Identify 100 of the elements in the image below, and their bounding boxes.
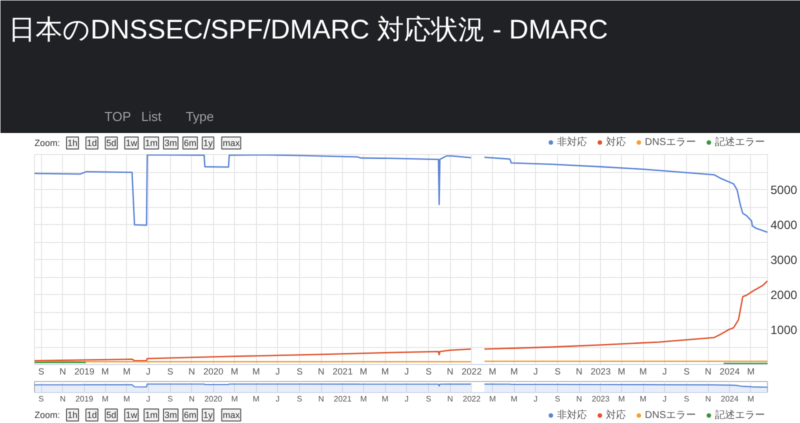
x-tick-label: M (231, 394, 238, 404)
text: 5d (106, 410, 116, 420)
legend-label: DNSエラー (644, 409, 696, 422)
x-tick-label: S (296, 394, 302, 404)
x-tick-label: M (748, 394, 755, 404)
x-tick-label: M (122, 366, 130, 376)
text: 1w (126, 138, 138, 148)
text: 1y (203, 410, 214, 420)
text: 日本のDNSSEC/SPF/DMARC 対応状況 - DMARC (8, 14, 608, 44)
text: 6m (184, 410, 196, 420)
x-tick-label: M (489, 394, 496, 404)
x-tick-label: M (101, 366, 109, 376)
x-tick-label: S (426, 366, 432, 376)
x-tick-label: M (360, 366, 368, 376)
x-tick-label: J (275, 366, 280, 376)
x-tick-label: S (554, 394, 560, 404)
x-tick-label: J (534, 394, 538, 404)
x-tick-label: S (554, 366, 561, 376)
x-tick-label: S (684, 366, 690, 376)
x-tick-label: M (230, 366, 238, 376)
x-tick-label: S (296, 366, 303, 376)
text: Type (186, 109, 214, 124)
x-tick-label: J (662, 366, 667, 376)
legend-label: 対応 (606, 136, 626, 149)
x-tick-label: S (168, 394, 173, 404)
x-tick-label: N (576, 394, 582, 404)
x-tick-label: 2024 (720, 394, 740, 404)
x-tick-label: S (38, 366, 44, 376)
x-tick-label: 2023 (590, 366, 611, 376)
x-tick-label: 2020 (203, 366, 224, 376)
x-tick-label: 2019 (74, 366, 94, 376)
y-tick-label: 4000 (770, 218, 798, 232)
x-tick-label: J (276, 394, 280, 404)
text: 3m (164, 410, 178, 420)
x-tick-label: M (123, 394, 130, 404)
text: Zoom: (34, 410, 60, 420)
x-tick-label: N (446, 366, 454, 376)
text: 3m (164, 138, 178, 148)
x-tick-label: M (381, 366, 389, 376)
text: 6m (184, 138, 196, 148)
x-tick-label: N (188, 366, 196, 376)
text: 1h (68, 410, 78, 420)
text: 1m (145, 138, 158, 148)
text: TOP (104, 109, 131, 124)
text: List (141, 109, 162, 124)
x-tick-label: N (60, 394, 66, 404)
y-tick-label: 2000 (770, 288, 798, 302)
x-tick-label: 2021 (332, 366, 353, 376)
legend-label: 非対応 (556, 136, 587, 149)
x-tick-label: J (662, 394, 667, 404)
x-tick-label: N (704, 366, 712, 376)
x-tick-label: M (618, 394, 626, 404)
x-tick-label: N (447, 394, 454, 404)
x-tick-label: 2023 (592, 394, 610, 404)
x-tick-label: M (639, 366, 647, 376)
x-tick-label: J (533, 366, 538, 376)
y-tick-label: 5000 (770, 183, 798, 197)
x-tick-label: M (252, 394, 260, 404)
y-tick-label: 3000 (770, 253, 798, 267)
text: 1w (126, 410, 138, 420)
x-tick-label: N (318, 366, 324, 376)
x-tick-label: S (38, 394, 44, 404)
x-tick-label: S (426, 394, 432, 404)
x-tick-label: 2019 (75, 394, 94, 404)
text: Zoom: (34, 138, 60, 148)
x-tick-label: N (576, 366, 582, 376)
x-tick-label: 2021 (334, 394, 352, 404)
x-tick-label: M (360, 394, 368, 404)
x-tick-label: M (618, 366, 626, 376)
x-tick-label: M (252, 366, 260, 376)
x-tick-label: N (60, 366, 66, 376)
text: 1d (86, 138, 97, 148)
legend-label: 記述エラー (715, 408, 765, 422)
x-tick-label: N (705, 394, 712, 404)
x-tick-label: S (167, 366, 174, 376)
x-tick-label: J (146, 366, 151, 376)
x-tick-label: 2022 (462, 366, 482, 376)
text: 5d (106, 138, 116, 148)
text: 1d (86, 410, 97, 420)
text: max (222, 410, 240, 420)
x-tick-label: J (404, 394, 409, 404)
text: max (222, 138, 240, 148)
x-tick-label: M (488, 366, 496, 376)
x-tick-label: J (404, 366, 409, 376)
x-tick-label: M (102, 394, 109, 404)
x-tick-label: 2022 (462, 394, 482, 404)
x-tick-label: M (747, 366, 755, 376)
text: 1m (145, 410, 158, 420)
x-tick-label: M (382, 394, 389, 404)
x-tick-label: J (146, 394, 150, 404)
legend-label: 記述エラー (715, 136, 765, 149)
x-tick-label: S (684, 394, 690, 404)
legend-label: 対応 (606, 408, 626, 422)
x-tick-label: 2020 (204, 394, 223, 404)
x-tick-label: 2024 (720, 366, 740, 376)
x-tick-label: N (318, 394, 324, 404)
y-tick-label: 1000 (770, 323, 798, 337)
x-tick-label: M (640, 394, 647, 404)
legend-label: DNSエラー (644, 136, 696, 149)
text: 1h (68, 138, 78, 148)
